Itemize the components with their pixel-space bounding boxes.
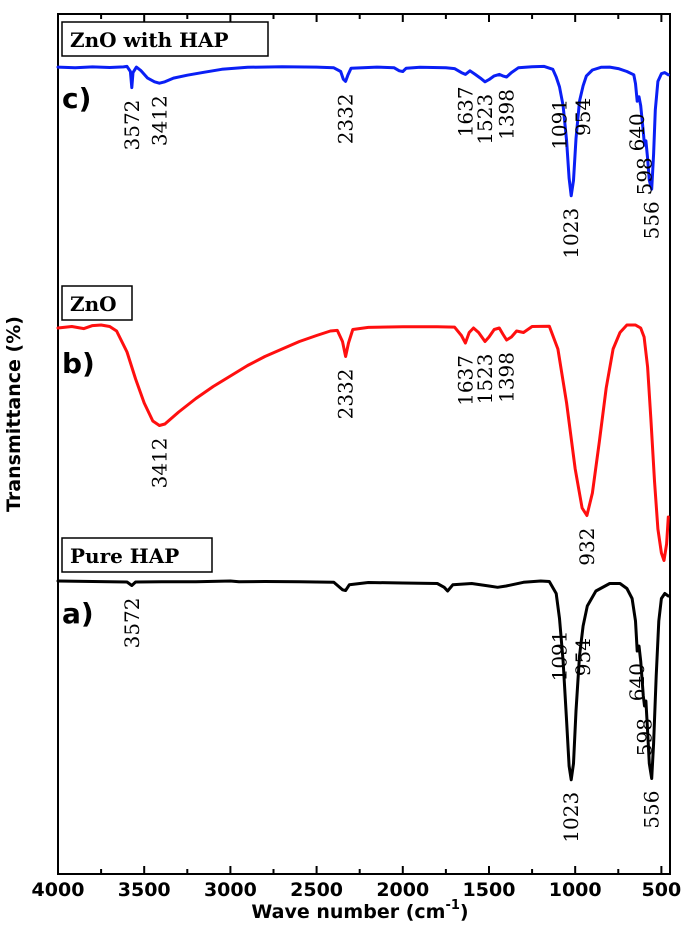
peak-label: 1091 — [548, 631, 572, 682]
x-axis-label-main: Wave number (cm — [251, 901, 445, 923]
x-tick-label: 1500 — [463, 879, 516, 901]
peak-label: 640 — [625, 663, 649, 701]
panel-letter: c) — [62, 82, 91, 115]
x-axis-label-close: ) — [460, 901, 469, 923]
panel-letter: b) — [62, 347, 95, 380]
peak-label: 3412 — [147, 95, 171, 146]
x-axis-label-superscript: -1 — [445, 898, 459, 913]
peak-label: 1637 — [453, 86, 477, 137]
peak-label: 598 — [633, 157, 657, 195]
sample-title-box — [61, 285, 133, 321]
sample-title-box — [61, 21, 269, 57]
x-tick-label: 3500 — [118, 879, 171, 901]
spectra — [56, 64, 670, 782]
spectrum-line-0 — [56, 64, 670, 198]
spectrum-line-1 — [56, 323, 670, 562]
x-tick-label: 3000 — [204, 879, 257, 901]
plot-frame — [57, 13, 671, 875]
peak-label: 954 — [571, 638, 595, 676]
peak-label: 1023 — [559, 208, 583, 259]
panel-letter: a) — [62, 597, 94, 630]
sample-title: Pure HAP — [70, 544, 179, 568]
peak-label: 2332 — [334, 93, 358, 144]
x-tick-label: 2000 — [376, 879, 429, 901]
peak-label: 1091 — [548, 99, 572, 150]
peak-label: 2332 — [334, 369, 358, 420]
peak-label: 1398 — [495, 352, 519, 403]
peak-label: 1023 — [559, 792, 583, 843]
x-tick-label: 4000 — [32, 879, 85, 901]
x-ticks: 4000 3500 3000 2500 2000 1500 1000 500 — [32, 14, 682, 901]
sample-title-box — [61, 537, 213, 573]
peak-label: 1523 — [473, 354, 497, 405]
peak-label: 1398 — [495, 89, 519, 140]
peak-label: 932 — [575, 528, 599, 566]
x-axis-label: Wave number (cm-1) — [251, 898, 468, 923]
sample-title: ZnO — [70, 292, 117, 316]
peak-label: 3572 — [120, 598, 144, 649]
y-axis-label: Transmittance (%) — [3, 316, 25, 512]
peak-label: 598 — [633, 718, 657, 756]
peak-label: 1523 — [473, 94, 497, 145]
peak-label: 556 — [640, 201, 664, 239]
peak-label: 640 — [625, 113, 649, 151]
sample-title: ZnO with HAP — [70, 28, 229, 52]
peak-label: 3572 — [120, 100, 144, 151]
x-tick-label: 1000 — [549, 879, 602, 901]
x-tick-label: 2500 — [290, 879, 343, 901]
spectrum-line-2 — [56, 579, 670, 782]
x-tick-label: 500 — [642, 879, 682, 901]
peak-label: 954 — [571, 98, 595, 136]
peak-label: 556 — [640, 791, 664, 829]
peak-label: 1637 — [453, 355, 477, 406]
peak-label: 3412 — [147, 438, 171, 489]
